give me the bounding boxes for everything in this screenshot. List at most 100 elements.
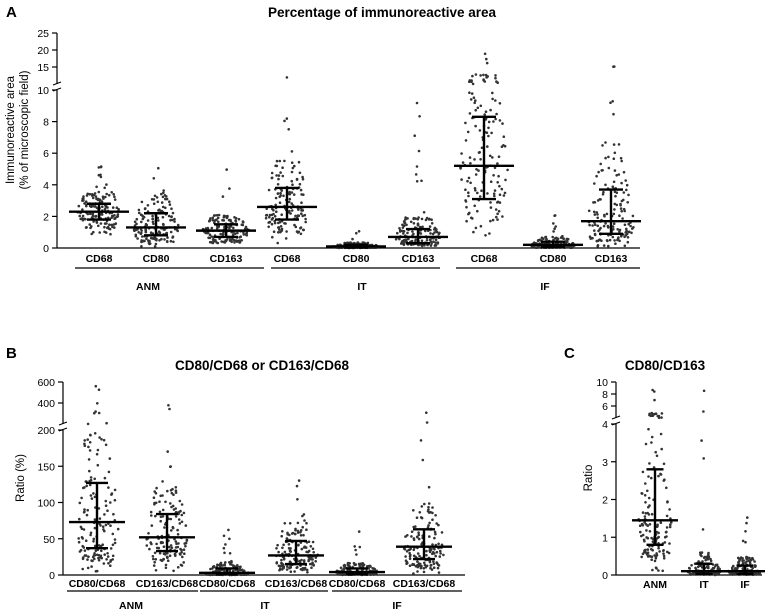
data-point xyxy=(442,553,445,557)
data-point xyxy=(314,560,318,563)
data-point xyxy=(425,411,428,415)
data-point xyxy=(178,499,182,503)
data-point xyxy=(161,215,165,219)
data-point xyxy=(646,524,650,527)
data-point xyxy=(482,78,485,81)
data-point xyxy=(430,242,433,245)
data-point xyxy=(281,546,284,550)
data-point xyxy=(413,134,417,137)
x-category-label: CD80 xyxy=(143,253,170,265)
data-point xyxy=(153,560,156,564)
data-point xyxy=(100,438,103,441)
x-category-label: CD68 xyxy=(274,253,301,265)
data-point xyxy=(97,556,100,560)
panel-b-y-axis: 0 50 100 150 200 400 600 xyxy=(37,377,465,582)
data-point xyxy=(142,239,146,243)
data-point xyxy=(155,238,158,242)
data-point xyxy=(418,115,421,118)
data-point xyxy=(91,559,94,563)
data-point xyxy=(402,238,406,242)
data-point xyxy=(701,528,705,531)
panel-b-ylabel: Ratio (%) xyxy=(15,454,27,502)
data-point xyxy=(612,65,615,68)
data-point xyxy=(295,566,299,569)
data-point xyxy=(157,219,160,222)
data-point xyxy=(428,238,432,241)
data-point xyxy=(650,414,653,417)
data-point xyxy=(493,194,496,198)
data-point xyxy=(152,202,156,205)
data-point xyxy=(97,388,101,392)
data-point xyxy=(151,237,154,240)
data-point xyxy=(103,225,106,229)
data-point xyxy=(241,220,245,223)
data-point xyxy=(483,52,487,56)
data-point xyxy=(296,521,300,525)
data-point xyxy=(104,205,108,209)
data-point xyxy=(496,81,500,84)
data-point xyxy=(211,567,214,570)
data-point xyxy=(497,174,500,178)
data-point xyxy=(83,510,86,514)
data-point xyxy=(701,560,704,563)
data-point xyxy=(745,521,748,525)
data-point xyxy=(420,505,424,508)
data-point xyxy=(287,211,291,214)
data-point xyxy=(303,566,307,570)
data-point xyxy=(540,236,544,240)
data-point xyxy=(670,521,673,524)
data-point xyxy=(148,547,151,551)
y-tick-label: 150 xyxy=(37,461,55,473)
data-point xyxy=(628,230,631,234)
data-point xyxy=(314,556,318,559)
data-point xyxy=(221,564,224,567)
data-point xyxy=(731,567,734,570)
data-point xyxy=(184,544,187,548)
data-point xyxy=(601,193,605,196)
data-point xyxy=(77,204,81,208)
data-point xyxy=(276,241,280,245)
data-point xyxy=(105,421,108,425)
data-point xyxy=(355,231,358,235)
data-point xyxy=(108,227,112,231)
data-point xyxy=(95,452,99,456)
data-point xyxy=(370,573,373,576)
data-point xyxy=(412,572,415,575)
data-point xyxy=(605,239,609,242)
data-point xyxy=(289,550,293,553)
data-point xyxy=(275,561,279,565)
data-point xyxy=(415,516,419,519)
data-point xyxy=(232,564,235,567)
data-point xyxy=(88,483,92,487)
data-point xyxy=(627,193,630,197)
data-point xyxy=(93,477,96,481)
data-point xyxy=(90,565,93,568)
data-point xyxy=(158,551,162,555)
data-point xyxy=(355,553,358,556)
data-point xyxy=(171,526,175,530)
data-point xyxy=(562,237,565,240)
data-point xyxy=(302,193,305,196)
data-point xyxy=(416,224,420,227)
data-point xyxy=(544,235,548,239)
data-point xyxy=(487,134,490,138)
data-point xyxy=(98,436,101,439)
data-point xyxy=(177,518,181,521)
data-point xyxy=(165,195,168,198)
y-tick-label: 4 xyxy=(43,180,49,192)
data-point xyxy=(412,537,416,540)
data-point xyxy=(498,193,502,196)
data-point xyxy=(312,551,316,554)
data-point xyxy=(276,183,280,186)
data-point xyxy=(414,173,418,176)
data-point xyxy=(86,438,89,441)
data-point xyxy=(398,227,401,230)
data-point xyxy=(460,152,463,155)
data-point xyxy=(483,80,487,83)
data-point xyxy=(89,433,92,437)
data-point xyxy=(152,198,156,201)
data-point xyxy=(140,239,143,242)
data-point xyxy=(502,135,506,138)
data-point xyxy=(86,422,90,426)
data-point xyxy=(140,245,143,248)
